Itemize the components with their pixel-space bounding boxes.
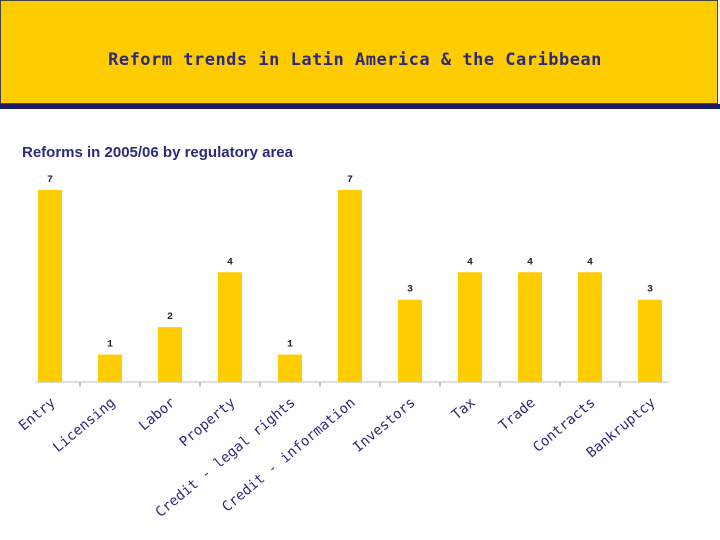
data-label-9: 4 [587, 257, 593, 268]
x-tick-label-6: Investors [350, 395, 418, 456]
bar-4 [278, 354, 302, 382]
data-label-2: 2 [167, 312, 173, 323]
x-tick-label-7: Tax [449, 395, 479, 424]
bar-3 [218, 272, 242, 382]
page-title: Reform trends in Latin America & the Car… [108, 50, 602, 70]
data-label-6: 3 [407, 285, 413, 296]
chart-title: Reforms in 2005/06 by regulatory area [22, 144, 293, 161]
data-label-1: 1 [107, 340, 113, 351]
bar-5 [338, 190, 362, 382]
x-tick-label-1: Licensing [50, 395, 118, 456]
data-label-7: 4 [467, 257, 473, 268]
bar-1 [98, 354, 122, 382]
bar-8 [518, 272, 542, 382]
bar-6 [398, 299, 422, 382]
data-label-10: 3 [647, 285, 653, 296]
x-tick-label-0: Entry [16, 395, 59, 434]
bar-2 [158, 327, 182, 382]
banner-divider [0, 104, 720, 109]
x-tick-label-8: Trade [496, 395, 539, 434]
data-label-5: 7 [347, 175, 353, 186]
bar-0 [38, 190, 62, 382]
title-banner [0, 0, 718, 104]
data-label-4: 1 [287, 340, 293, 351]
data-label-3: 4 [227, 257, 233, 268]
x-tick-label-2: Labor [136, 395, 179, 434]
bar-9 [578, 272, 602, 382]
bar-7 [458, 272, 482, 382]
x-tick-label-3: Property [177, 395, 239, 451]
bar-10 [638, 299, 662, 382]
data-label-8: 4 [527, 257, 533, 268]
data-label-0: 7 [47, 175, 53, 186]
